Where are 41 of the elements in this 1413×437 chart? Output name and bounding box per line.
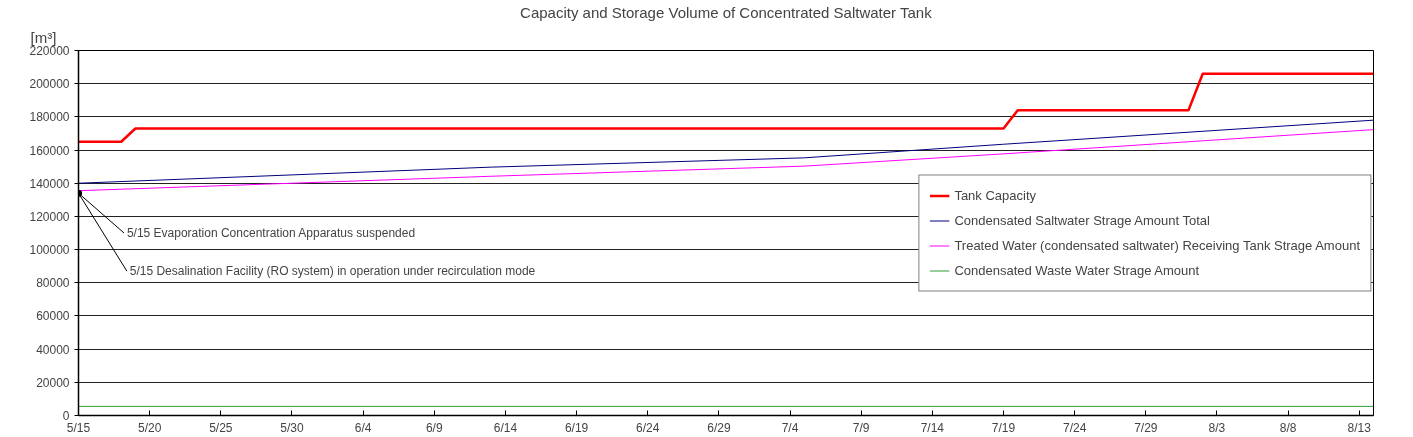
- x-tick-label: 6/19: [564, 420, 589, 435]
- x-tick-label: 7/19: [991, 420, 1016, 435]
- y-tick-label: 100000: [29, 243, 70, 258]
- x-tick-label: 6/9: [425, 420, 443, 435]
- x-tick-label: 5/30: [280, 420, 304, 435]
- chart-title: Capacity and Storage Volume of Concentrated Saltwater Tank: [520, 3, 933, 21]
- legend-label: Treated Water (condensated saltwater) Receiving Tank Strage Amount: [954, 237, 1360, 253]
- x-tick-label: 8/3: [1208, 420, 1226, 435]
- x-tick-label: 8/8: [1279, 420, 1297, 435]
- x-tick-label: 5/15: [66, 420, 91, 435]
- x-tick-label: 6/14: [493, 420, 518, 435]
- line-series: [78, 72, 1374, 143]
- y-tick-label: 60000: [36, 309, 70, 324]
- y-tick-label: 120000: [29, 209, 70, 224]
- x-tick-label: 7/9: [852, 420, 870, 435]
- annotation: 5/15 Desalination Facility (RO system) in operation under recirculation mode: [129, 264, 536, 279]
- legend-label: Tank Capacity: [954, 187, 1037, 203]
- y-tick-label: 220000: [29, 44, 70, 58]
- x-tick-label: 6/29: [707, 420, 731, 435]
- x-tick-label: 6/4: [354, 420, 372, 435]
- y-tick-label: 200000: [29, 77, 70, 92]
- y-tick-label: 20000: [36, 375, 70, 390]
- x-tick-label: 7/4: [781, 420, 799, 435]
- legend-label: Condensated Waste Water Strage Amount: [954, 262, 1200, 278]
- y-tick-label: 80000: [36, 276, 70, 291]
- x-tick-label: 6/24: [636, 420, 660, 435]
- x-tick-label: 7/14: [920, 420, 945, 435]
- x-tick-label: 8/13: [1347, 420, 1372, 435]
- x-tick-label: 7/24: [1062, 420, 1087, 435]
- y-tick-label: 140000: [29, 176, 70, 191]
- legend-label: Condensated Saltwater Strage Amount Total: [954, 212, 1210, 228]
- line-series: [78, 119, 1374, 184]
- x-tick-label: 5/25: [209, 420, 233, 435]
- y-tick-label: 180000: [29, 110, 70, 125]
- annotation: 5/15 Evaporation Concentration Apparatus suspended: [126, 226, 416, 240]
- x-tick-label: 7/29: [1134, 420, 1158, 435]
- y-tick-label: 0: [62, 409, 70, 423]
- y-tick-label: 160000: [29, 143, 70, 158]
- y-axis-title: [m³]: [30, 28, 57, 46]
- x-tick-label: 5/20: [137, 420, 162, 435]
- y-tick-label: 40000: [36, 342, 70, 357]
